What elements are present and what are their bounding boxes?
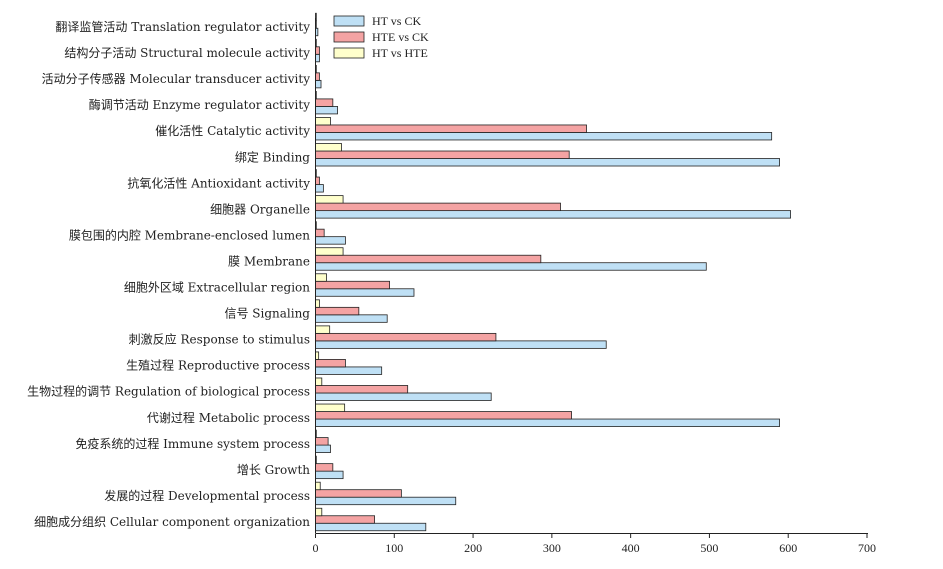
- category-label: 代谢过程 Metabolic process: [147, 410, 310, 425]
- x-tick-label: 600: [779, 541, 797, 555]
- x-tick-label: 100: [385, 541, 403, 555]
- bar-3-2: [315, 481, 321, 491]
- bar-2-3: [315, 463, 334, 472]
- bar-2-15: [315, 150, 570, 159]
- legend-label-ht-vs-ck: HT vs CK: [372, 14, 421, 28]
- category-label: 增长 Growth: [237, 463, 310, 477]
- bar-3-9: [315, 299, 320, 308]
- bar-2-12: [315, 228, 325, 238]
- legend: HT vs CK HTE vs CK HT vs HTE: [333, 14, 429, 60]
- category-label: 膜 Membrane: [228, 254, 310, 268]
- category-label: 酶调节活动 Enzyme regulator activity: [89, 97, 311, 112]
- bar-1-9: [315, 314, 388, 323]
- category-label: 细胞成分组织 Cellular component organization: [34, 515, 310, 529]
- bar-2-6: [315, 385, 409, 394]
- bar-1-13: [315, 210, 791, 219]
- bar-1-16: [315, 132, 773, 141]
- bar-2-14: [315, 176, 320, 185]
- category-label: 绑定 Binding: [235, 149, 310, 164]
- bar-2-7: [315, 359, 346, 368]
- x-tick-label: 500: [700, 541, 718, 555]
- bar-1-14: [315, 184, 324, 193]
- bar-3-8: [315, 325, 331, 334]
- bar-2-4: [315, 437, 329, 446]
- category-label: 信号 Signaling: [224, 307, 310, 321]
- bar-3-11: [315, 247, 344, 256]
- category-labels: 细胞成分组织 Cellular component organization 发展…: [27, 19, 310, 529]
- legend-swatch-hte-vs-ck: [333, 31, 365, 43]
- category-label: 催化活性 Catalytic activity: [155, 124, 310, 138]
- category-label: 细胞外区域 Extracellular region: [124, 281, 310, 295]
- category-label: 结构分子活动 Structural molecule activity: [64, 45, 310, 60]
- bar-2-2: [315, 489, 402, 498]
- category-label: 刺激反应 Response to stimulus: [129, 332, 310, 347]
- x-tick-label: 700: [858, 541, 876, 555]
- bar-1-4: [315, 444, 331, 453]
- bar-3-16: [315, 117, 331, 126]
- category-label: 发展的过程 Developmental process: [104, 488, 310, 503]
- bar-2-18: [315, 72, 320, 81]
- bar-1-15: [315, 158, 780, 167]
- bar-2-19: [315, 46, 320, 55]
- x-axis: [315, 18, 868, 534]
- bar-2-16: [315, 124, 587, 133]
- x-tick-labels: 0 100 200 300 400 500 600 700: [313, 533, 876, 555]
- category-label: 活动分子传感器 Molecular transducer activity: [42, 71, 311, 86]
- x-tick-label: 0: [313, 541, 319, 555]
- bar-1-1: [315, 522, 427, 532]
- category-label: 翻译监管活动 Translation regulator activity: [55, 19, 310, 34]
- bar-3-1: [315, 507, 323, 517]
- bar-1-6: [315, 392, 492, 401]
- x-tick-label: 400: [622, 541, 640, 555]
- bar-1-5: [315, 418, 780, 427]
- bar-2-5: [315, 411, 572, 420]
- bar-2-17: [315, 98, 334, 107]
- bar-1-17: [315, 106, 338, 115]
- bars-layer: [315, 12, 791, 532]
- bar-1-12: [315, 236, 346, 245]
- bar-3-15: [315, 143, 342, 152]
- bar-3-6: [315, 377, 323, 386]
- x-tick-label: 300: [543, 541, 561, 555]
- bar-1-3: [315, 470, 344, 480]
- bar-2-10: [315, 280, 390, 290]
- bar-2-1: [315, 515, 375, 524]
- bar-1-2: [315, 496, 457, 506]
- legend-swatch-ht-vs-hte: [333, 47, 365, 59]
- category-label: 免疫系统的过程 Immune system process: [75, 436, 310, 451]
- bar-1-19: [315, 53, 320, 63]
- bar-1-11: [315, 262, 707, 271]
- bar-2-8: [315, 332, 497, 342]
- category-label: 细胞器 Organelle: [210, 202, 310, 216]
- legend-label-hte-vs-ck: HTE vs CK: [372, 30, 429, 44]
- category-label: 生物过程的调节 Regulation of biological process: [27, 384, 310, 399]
- bar-1-7: [315, 366, 383, 375]
- bar-1-10: [315, 288, 415, 297]
- category-label: 生殖过程 Reproductive process: [126, 358, 310, 373]
- bar-2-11: [315, 254, 542, 264]
- bar-3-10: [315, 273, 327, 282]
- bar-2-13: [315, 202, 561, 212]
- bar-2-9: [315, 306, 360, 316]
- category-label: 抗氧化活性 Antioxidant activity: [127, 175, 310, 190]
- legend-swatch-ht-vs-ck: [333, 15, 365, 27]
- x-tick-label: 200: [464, 541, 482, 555]
- category-label: 膜包围的内腔 Membrane-enclosed lumen: [69, 227, 310, 242]
- bar-1-8: [315, 340, 607, 349]
- bar-1-18: [315, 79, 322, 89]
- legend-label-ht-vs-hte: HT vs HTE: [372, 46, 428, 60]
- bar-3-13: [315, 195, 344, 204]
- bar-3-5: [315, 403, 346, 412]
